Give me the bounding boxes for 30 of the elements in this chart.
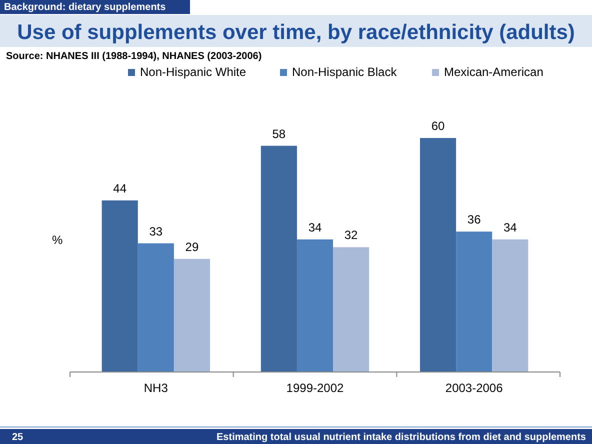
bar bbox=[174, 258, 210, 372]
chart-subtitle: Background: dietary supplements bbox=[4, 2, 166, 13]
data-label: 34 bbox=[503, 220, 518, 234]
x-tick-label: 2003-2006 bbox=[445, 381, 504, 395]
bar bbox=[420, 138, 456, 372]
bar bbox=[138, 243, 174, 372]
data-label: 44 bbox=[113, 181, 127, 196]
legend-label: Non-Hispanic White bbox=[140, 65, 246, 79]
data-label: 34 bbox=[308, 220, 322, 234]
text: Estimating total usual nutrient intake distributions from diet and supplements bbox=[216, 432, 586, 443]
bar bbox=[296, 239, 334, 372]
text: 25 bbox=[12, 432, 24, 443]
chart-title: Use of supplements over time, by race/ethnicity (adults) bbox=[17, 21, 575, 44]
x-tick-label: 1999-2002 bbox=[286, 381, 344, 395]
data-label: 36 bbox=[467, 212, 482, 227]
bar bbox=[102, 200, 138, 372]
bar bbox=[333, 247, 370, 372]
source-note: Source: NHANES III (1988-1994), NHANES (2003-2006) bbox=[6, 51, 262, 62]
data-label: 33 bbox=[149, 224, 163, 238]
data-label: 58 bbox=[272, 126, 286, 141]
bar bbox=[492, 239, 528, 372]
x-tick-label: NH3 bbox=[144, 381, 168, 395]
data-label: 29 bbox=[185, 240, 199, 254]
bar bbox=[260, 146, 297, 372]
data-label: 32 bbox=[344, 228, 358, 242]
data-label: 60 bbox=[431, 119, 446, 133]
bar bbox=[456, 232, 492, 372]
y-axis-title: % bbox=[52, 233, 63, 247]
legend-label: Non-Hispanic Black bbox=[292, 65, 398, 79]
legend-label: Mexican-American bbox=[444, 65, 544, 79]
